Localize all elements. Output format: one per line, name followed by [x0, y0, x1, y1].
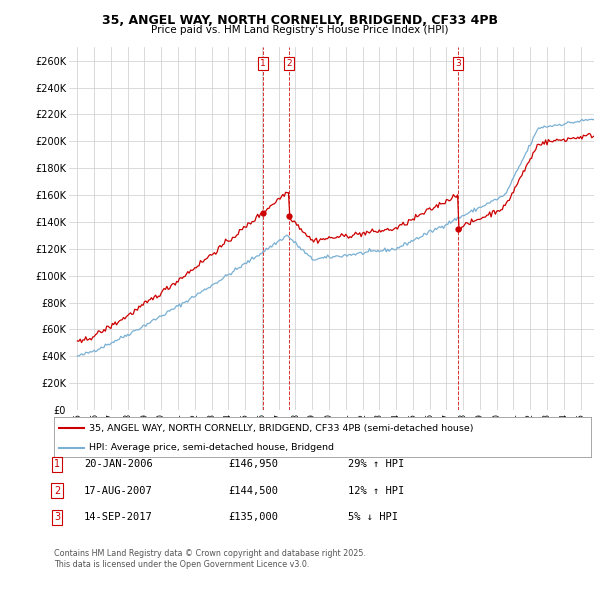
Text: Contains HM Land Registry data © Crown copyright and database right 2025.: Contains HM Land Registry data © Crown c…: [54, 549, 366, 558]
Text: This data is licensed under the Open Government Licence v3.0.: This data is licensed under the Open Gov…: [54, 560, 310, 569]
Text: 35, ANGEL WAY, NORTH CORNELLY, BRIDGEND, CF33 4PB: 35, ANGEL WAY, NORTH CORNELLY, BRIDGEND,…: [102, 14, 498, 27]
Text: Price paid vs. HM Land Registry's House Price Index (HPI): Price paid vs. HM Land Registry's House …: [151, 25, 449, 35]
Text: £146,950: £146,950: [228, 460, 278, 469]
Text: £135,000: £135,000: [228, 513, 278, 522]
Text: 5% ↓ HPI: 5% ↓ HPI: [348, 513, 398, 522]
Text: 20-JAN-2006: 20-JAN-2006: [84, 460, 153, 469]
Text: 2: 2: [286, 59, 292, 68]
Text: 1: 1: [260, 59, 266, 68]
Text: 3: 3: [455, 59, 461, 68]
Text: 3: 3: [54, 513, 60, 522]
Text: 35, ANGEL WAY, NORTH CORNELLY, BRIDGEND, CF33 4PB (semi-detached house): 35, ANGEL WAY, NORTH CORNELLY, BRIDGEND,…: [89, 424, 473, 433]
Text: 17-AUG-2007: 17-AUG-2007: [84, 486, 153, 496]
Text: £144,500: £144,500: [228, 486, 278, 496]
Text: 1: 1: [54, 460, 60, 469]
Text: 12% ↑ HPI: 12% ↑ HPI: [348, 486, 404, 496]
Text: 29% ↑ HPI: 29% ↑ HPI: [348, 460, 404, 469]
Text: 14-SEP-2017: 14-SEP-2017: [84, 513, 153, 522]
Text: HPI: Average price, semi-detached house, Bridgend: HPI: Average price, semi-detached house,…: [89, 443, 334, 452]
Text: 2: 2: [54, 486, 60, 496]
